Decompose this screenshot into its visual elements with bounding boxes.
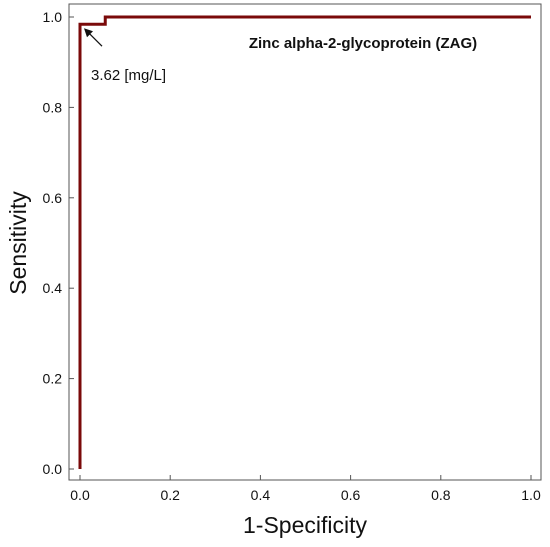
x-tick-label: 1.0 bbox=[521, 487, 541, 503]
annotation-label: 3.62 [mg/L] bbox=[91, 67, 166, 84]
annotation-arrowhead bbox=[84, 28, 93, 38]
x-tick-label: 0.0 bbox=[70, 487, 90, 503]
chart-title: Zinc alpha-2-glycoprotein (ZAG) bbox=[249, 35, 477, 52]
x-axis: 0.0 0.2 0.4 0.6 0.8 1.0 bbox=[70, 475, 541, 503]
series-layer bbox=[78, 15, 531, 469]
roc-curve-line bbox=[78, 15, 531, 469]
x-tick-label: 0.8 bbox=[431, 487, 451, 503]
y-axis: 0.0 0.2 0.4 0.6 0.8 1.0 bbox=[43, 9, 74, 477]
y-tick-label: 0.0 bbox=[43, 461, 63, 477]
x-tick-label: 0.6 bbox=[341, 487, 361, 503]
y-tick-label: 0.8 bbox=[43, 99, 63, 115]
plot-frame bbox=[68, 3, 542, 481]
y-tick-label: 0.2 bbox=[43, 371, 63, 387]
y-tick-label: 0.4 bbox=[43, 280, 63, 296]
annotation-arrow bbox=[87, 31, 103, 47]
y-tick-label: 1.0 bbox=[43, 9, 63, 25]
x-axis-title: 1-Specificity bbox=[243, 512, 367, 538]
y-axis-title: Sensitivity bbox=[5, 191, 31, 295]
y-tick-label: 0.6 bbox=[43, 190, 63, 206]
x-tick-label: 0.2 bbox=[160, 487, 180, 503]
x-tick-label: 0.4 bbox=[251, 487, 271, 503]
annotation-layer: 3.62 [mg/L] bbox=[84, 28, 166, 84]
